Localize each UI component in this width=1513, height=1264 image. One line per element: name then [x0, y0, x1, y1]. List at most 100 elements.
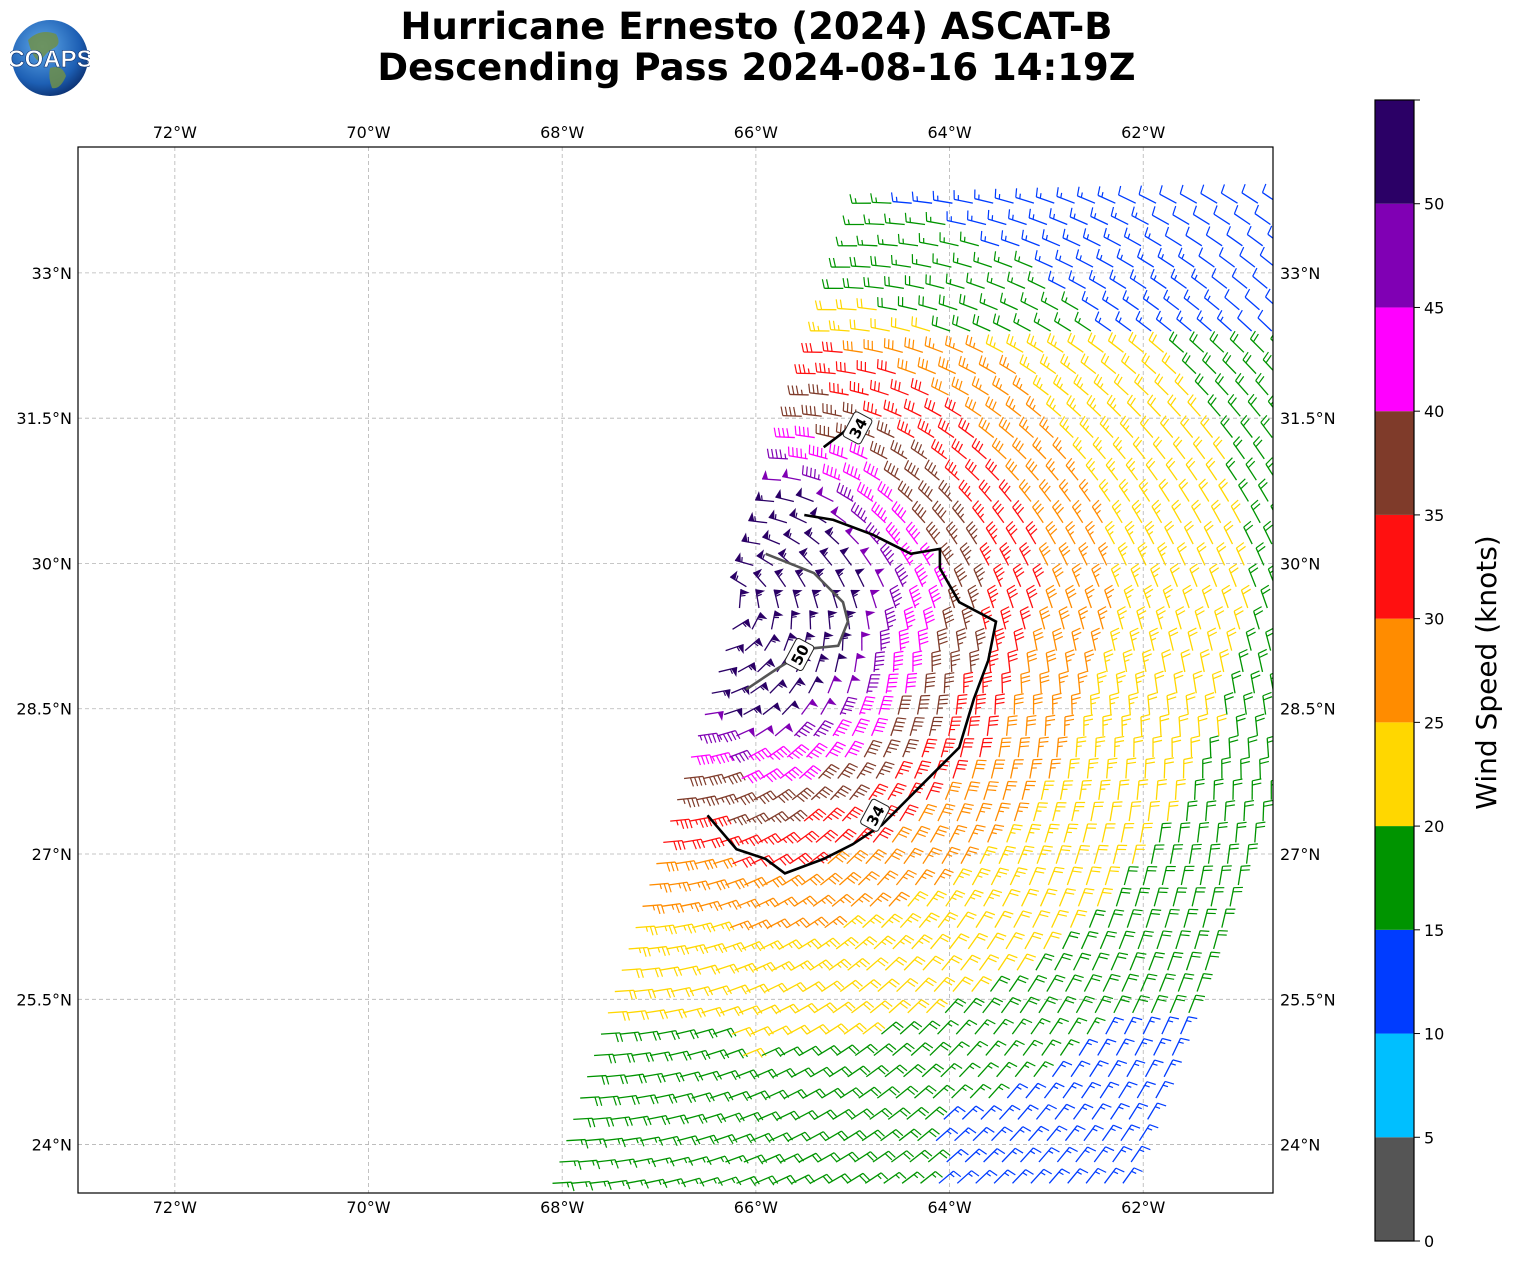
wind-barb: [1032, 692, 1043, 715]
wind-barb: [750, 681, 769, 694]
wind-barb: [1180, 1016, 1198, 1035]
wind-barb: [883, 1171, 907, 1184]
wind-barb: [871, 501, 888, 524]
wind-barb: [1046, 1125, 1068, 1142]
wind-barb: [1012, 437, 1027, 460]
title-line-1: Hurricane Ernesto (2024) ASCAT-B: [400, 5, 1113, 48]
wind-barb: [732, 618, 751, 630]
wind-barb: [1152, 436, 1166, 460]
wind-barb: [743, 704, 762, 716]
wind-barb: [1007, 271, 1026, 289]
wind-barb: [839, 1087, 864, 1099]
wind-barb: [951, 314, 971, 332]
wind-barb: [1222, 351, 1237, 375]
wind-barb: [776, 1003, 800, 1014]
wind-barb: [1115, 311, 1132, 332]
wind-barb: [836, 1044, 860, 1057]
wind-barb: [1082, 823, 1097, 843]
colorbar-tick-label: 45: [1424, 298, 1444, 317]
wind-barb: [753, 790, 778, 805]
wind-barb: [964, 458, 980, 481]
wind-barb: [956, 803, 974, 822]
wind-barb: [762, 470, 782, 481]
wind-barb: [1226, 627, 1237, 651]
wind-barb: [798, 1045, 823, 1057]
wind-barb: [945, 521, 958, 545]
wind-barb: [829, 785, 852, 801]
wind-barb: [1013, 693, 1024, 715]
wind-barb: [1005, 458, 1020, 481]
wind-barb: [978, 954, 1000, 971]
wind-barb: [1175, 930, 1191, 950]
wind-barb: [1163, 1059, 1182, 1078]
wind-barb: [839, 547, 853, 566]
wind-barb: [922, 955, 944, 971]
wind-barb: [580, 1096, 603, 1107]
wind-barb: [876, 420, 895, 439]
wind-barb: [654, 1093, 678, 1104]
wind-barb: [1079, 415, 1094, 439]
wind-barb: [758, 833, 782, 845]
wind-barb: [1187, 627, 1198, 651]
wind-barb: [1169, 563, 1180, 587]
wind-barb: [959, 231, 979, 247]
wind-barb: [738, 589, 750, 609]
wind-barb: [1185, 800, 1198, 822]
wind-barb: [1088, 269, 1107, 289]
wind-barb: [1153, 887, 1169, 907]
wind-barb: [1192, 436, 1206, 460]
wind-barb: [849, 194, 872, 204]
wind-barb: [834, 828, 857, 843]
wind-barb: [628, 1115, 652, 1126]
wind-barb: [974, 1019, 996, 1035]
wind-barb: [847, 957, 871, 971]
wind-barb: [971, 437, 987, 460]
wind-barb: [1021, 780, 1036, 800]
colorbar-label: Wind Speed (knots): [1470, 535, 1503, 809]
wind-barb: [791, 1067, 816, 1078]
wind-barb: [858, 696, 876, 715]
wind-barb: [1045, 457, 1059, 481]
wind-barb: [1098, 779, 1111, 800]
wind-barb: [770, 853, 794, 866]
wind-barb: [905, 521, 921, 545]
wind-barb: [1086, 394, 1102, 417]
wind-barb: [1223, 692, 1234, 715]
wind-barb: [1248, 563, 1259, 587]
wind-barb: [937, 418, 955, 439]
lon-tick-label-top: 70°W: [346, 123, 390, 142]
wind-barb: [930, 933, 952, 950]
lon-tick-label-bottom: 62°W: [1121, 1198, 1165, 1217]
wind-barb: [614, 989, 637, 1000]
wind-barb: [806, 1023, 830, 1035]
wind-barb: [1143, 584, 1154, 609]
wind-barb: [642, 904, 665, 915]
wind-barb: [703, 942, 728, 954]
wind-barb: [937, 803, 956, 822]
wind-barb: [1101, 823, 1116, 843]
wind-barb: [1091, 1103, 1112, 1120]
wind-barb: [619, 1031, 643, 1042]
wind-barb: [751, 612, 768, 630]
wind-barb: [979, 846, 998, 864]
wind-barb: [953, 190, 973, 204]
contour-label-34: 34: [842, 411, 873, 445]
wind-barb: [904, 337, 924, 353]
wind-barb: [904, 275, 925, 290]
wind-barb: [967, 584, 979, 609]
wind-barb: [944, 397, 962, 417]
wind-barb: [1123, 227, 1142, 247]
wind-barb: [911, 934, 933, 950]
wind-barb: [1047, 866, 1065, 886]
wind-barb: [792, 589, 803, 609]
wind-barb: [1159, 415, 1174, 438]
wind-barb: [607, 1010, 631, 1021]
wind-barb: [1065, 974, 1084, 992]
wind-barb: [689, 817, 713, 828]
wind-barb: [979, 542, 992, 566]
wind-barb: [1107, 909, 1125, 928]
wind-barb: [813, 1002, 838, 1014]
wind-barb: [774, 568, 787, 588]
wind-barb: [1093, 374, 1109, 396]
wind-barb: [1134, 670, 1146, 694]
